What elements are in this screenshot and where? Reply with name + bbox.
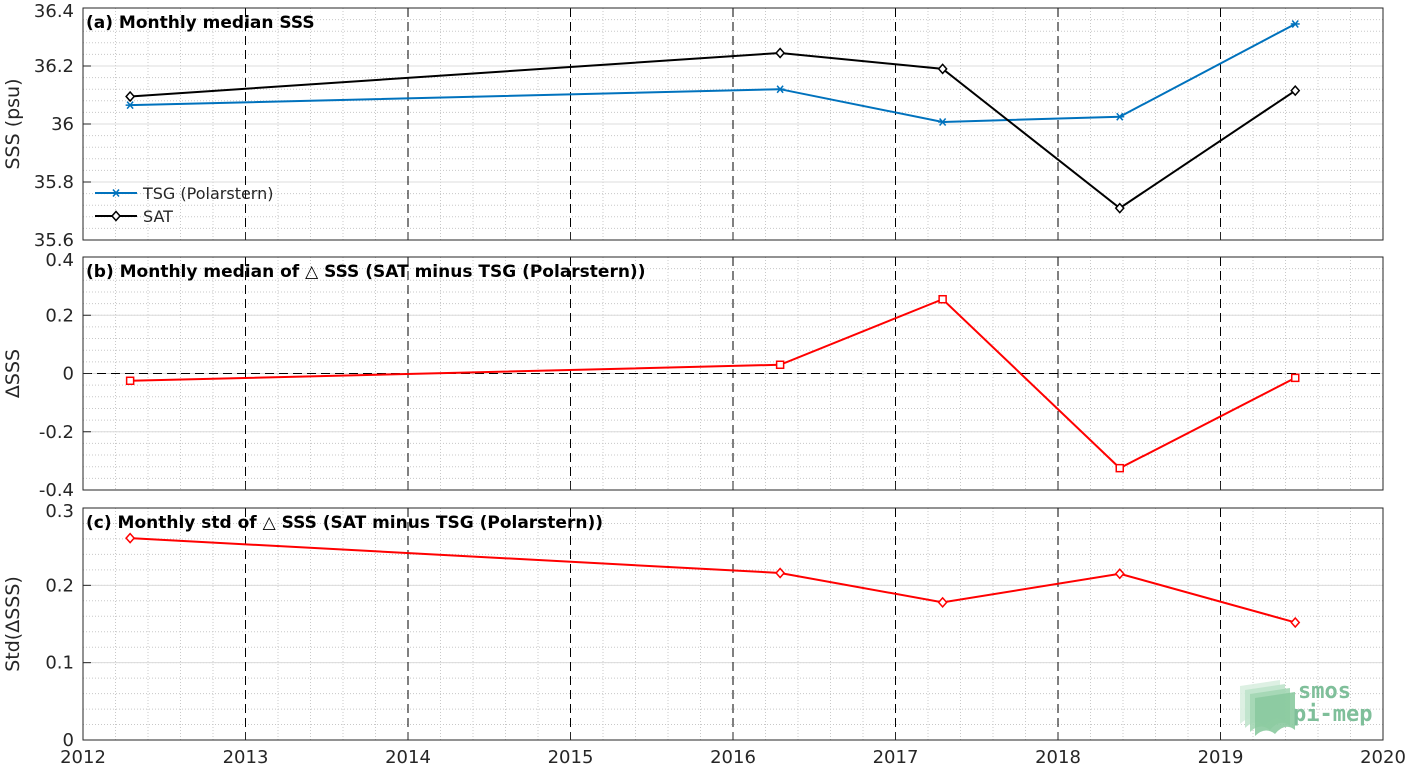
x-tick-label: 2015 bbox=[548, 747, 594, 768]
y-tick-label: 0.2 bbox=[45, 305, 74, 326]
panel-title: (c) Monthly std of △ SSS (SAT minus TSG … bbox=[86, 513, 603, 533]
panel-c: 0 0.1 0.2 0.3 2012 2013 2014 2015 2016 2017 2018 20… bbox=[2, 501, 1406, 768]
data-point bbox=[111, 189, 121, 197]
x-tick-label: 2019 bbox=[1198, 747, 1244, 768]
series-sat bbox=[125, 47, 1301, 214]
data-point bbox=[1290, 616, 1301, 629]
x-tick-label: 2018 bbox=[1035, 747, 1081, 768]
data-point bbox=[937, 63, 948, 75]
y-tick-label: 0 bbox=[63, 364, 74, 385]
x-tick-label: 2014 bbox=[385, 747, 431, 768]
data-point bbox=[125, 532, 136, 544]
y-tick-label: 36.4 bbox=[34, 1, 74, 22]
series-line bbox=[130, 23, 1296, 123]
data-point bbox=[1290, 19, 1300, 28]
year-lines bbox=[245, 8, 1221, 240]
y-tick-label: -0.4 bbox=[39, 480, 74, 501]
year-lines bbox=[245, 508, 1221, 740]
x-tick-label: 2016 bbox=[710, 747, 756, 768]
legend-label: TSG (Polarstern) bbox=[142, 184, 273, 203]
y-tick-label: 35.6 bbox=[34, 230, 74, 251]
y-axis-label: ΔSSS bbox=[2, 349, 24, 398]
data-point bbox=[110, 210, 122, 222]
y-tick-label: 36.2 bbox=[34, 56, 74, 77]
y-tick-label: -0.2 bbox=[39, 422, 74, 443]
data-point bbox=[938, 117, 948, 126]
legend-label: SAT bbox=[143, 207, 173, 226]
data-point bbox=[775, 360, 785, 370]
series-delta-sss bbox=[125, 532, 1301, 629]
data-point bbox=[1291, 373, 1300, 383]
data-point bbox=[1290, 85, 1301, 97]
series-delta-sss bbox=[125, 294, 1300, 473]
series-tsg-polarstern bbox=[125, 19, 1300, 126]
data-point bbox=[1115, 112, 1125, 121]
y-tick-label: 36 bbox=[51, 114, 74, 135]
x-tick-label: 2017 bbox=[873, 747, 919, 768]
y-axis-label: Std(ΔSSS) bbox=[2, 576, 24, 672]
y-tick-label: 35.8 bbox=[34, 172, 74, 193]
panel-a: 35.6 35.8 36 36.2 36.4 SSS (psu) (a) Monthly m… bbox=[2, 1, 1384, 251]
panel-title: (b) Monthly median of △ SSS (SAT minus T… bbox=[86, 262, 645, 282]
x-tick-label: 2020 bbox=[1360, 747, 1406, 768]
data-point bbox=[938, 294, 947, 304]
data-point bbox=[125, 101, 135, 110]
data-point bbox=[775, 567, 786, 579]
logo-text-line2: pi-mep bbox=[1293, 702, 1372, 727]
data-point bbox=[125, 376, 135, 386]
data-point bbox=[1114, 568, 1125, 580]
y-tick-label: 0.3 bbox=[45, 501, 74, 522]
y-tick-label: 0.2 bbox=[45, 575, 74, 596]
series-line bbox=[130, 298, 1296, 470]
panel-title: (a) Monthly median SSS bbox=[86, 13, 315, 33]
data-point bbox=[775, 47, 786, 59]
legend: TSG (Polarstern) SAT bbox=[95, 184, 273, 226]
data-point bbox=[775, 85, 785, 94]
x-tick-label: 2012 bbox=[60, 747, 106, 768]
logo-waves-icon bbox=[1240, 680, 1295, 736]
y-tick-label: 0 bbox=[63, 730, 74, 751]
data-point bbox=[937, 596, 948, 608]
series-line bbox=[130, 537, 1296, 624]
y-axis-label: SSS (psu) bbox=[2, 78, 24, 169]
y-tick-label: 0.4 bbox=[45, 250, 74, 271]
series-line bbox=[130, 51, 1296, 210]
panel-b: -0.4 -0.2 0 0.2 0.4 ΔSSS (b) Monthly median of… bbox=[2, 250, 1384, 501]
logo-text-line1: smos bbox=[1298, 679, 1351, 704]
data-point bbox=[125, 90, 136, 103]
data-point bbox=[1115, 463, 1124, 473]
data-point bbox=[1114, 202, 1125, 214]
y-tick-label: 0.1 bbox=[45, 653, 74, 674]
x-tick-label: 2013 bbox=[223, 747, 269, 768]
